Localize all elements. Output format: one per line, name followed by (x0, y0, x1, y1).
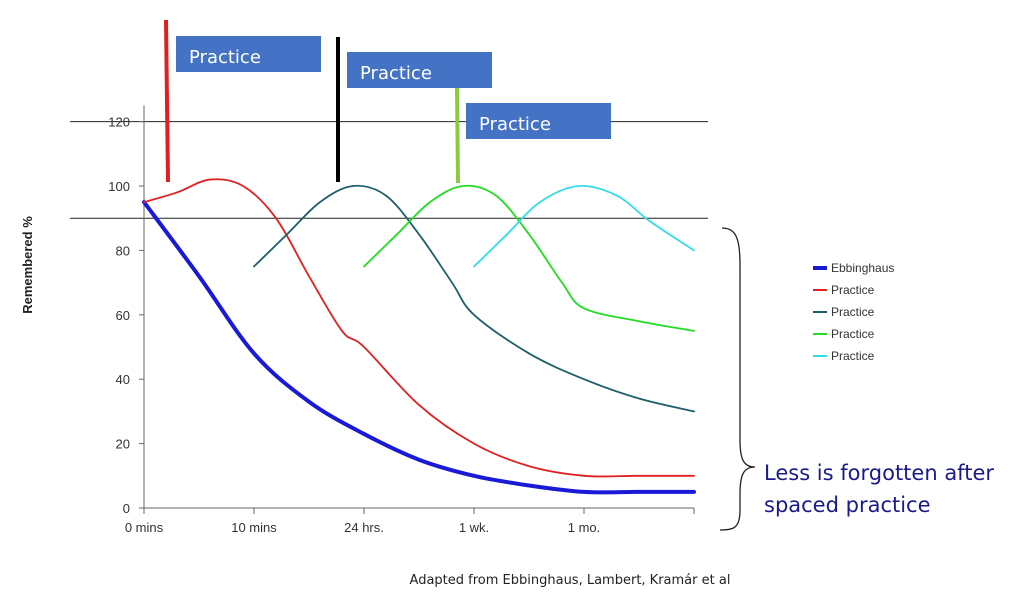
practice-markers (164, 19, 460, 184)
series-line-practice-4 (473, 184, 695, 268)
legend: Ebbinghaus Practice Practice Practice Practi… (813, 261, 894, 363)
note-line-2: spaced practice (764, 493, 931, 517)
x-tick-label: 10 mins (231, 520, 277, 535)
y-tick-label: 80 (116, 243, 130, 258)
source-caption: Adapted from Ebbinghaus, Lambert, Kramár… (410, 573, 731, 588)
practice-callout-label-2: Practice (360, 63, 432, 84)
practice-marker-3 (455, 87, 460, 184)
legend-label: Practice (831, 305, 875, 319)
series-lines (142, 178, 696, 495)
practice-callouts: Practice Practice Practice (176, 36, 611, 139)
legend-label: Practice (831, 283, 875, 297)
y-tick-label: 100 (108, 179, 130, 194)
y-tick-label: 40 (116, 372, 130, 387)
practice-callout-label-1: Practice (189, 47, 261, 68)
legend-label: Practice (831, 349, 875, 363)
practice-callout-box-3 (466, 103, 611, 139)
series-line-practice-1 (143, 178, 695, 478)
series-line-practice-3 (363, 184, 695, 332)
y-axis-ticks: 0 20 40 60 80 100 120 (108, 115, 144, 516)
y-tick-label: 60 (116, 308, 130, 323)
note-line-1: Less is forgotten after (764, 461, 994, 485)
practice-callout-box-1 (176, 36, 321, 72)
series-line-ebbinghaus (142, 200, 696, 495)
x-tick-label: 24 hrs. (344, 520, 384, 535)
x-tick-label: 1 wk. (459, 520, 489, 535)
series-line-practice-2 (253, 184, 695, 413)
legend-label: Ebbinghaus (831, 261, 894, 275)
x-tick-label: 0 mins (125, 520, 164, 535)
practice-callout-box-2 (347, 52, 492, 88)
y-tick-label: 20 (116, 437, 130, 452)
x-axis-ticks: 0 mins 10 mins 24 hrs. 1 wk. 1 mo. (125, 508, 695, 535)
brace-icon (719, 227, 756, 531)
x-tick-label: 1 mo. (568, 520, 601, 535)
y-tick-label: 120 (108, 115, 130, 130)
y-axis-label: Remembered % (20, 216, 35, 314)
y-tick-label: 0 (123, 501, 130, 516)
axes (143, 105, 694, 509)
practice-marker-1 (164, 19, 170, 183)
legend-label: Practice (831, 327, 875, 341)
practice-callout-label-3: Practice (479, 114, 551, 135)
